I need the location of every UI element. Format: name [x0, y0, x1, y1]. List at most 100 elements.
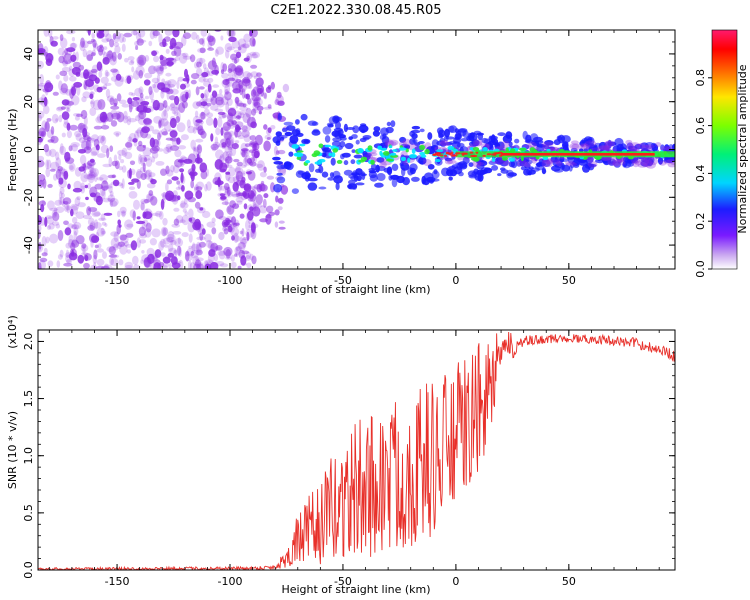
noise-blob	[199, 162, 208, 173]
noise-blob	[132, 255, 139, 265]
noise-blob	[66, 107, 71, 113]
noise-blob	[187, 89, 192, 99]
noise-blob	[101, 135, 106, 142]
noise-blob	[250, 89, 257, 97]
noise-blob	[246, 72, 253, 80]
noise-blob	[120, 210, 127, 216]
signal-blob	[414, 142, 421, 147]
noise-blob	[73, 230, 78, 240]
noise-blob	[132, 138, 138, 143]
signal-core-blob	[314, 161, 323, 165]
noise-blob	[229, 191, 238, 196]
noise-blob	[103, 212, 113, 216]
noise-blob	[276, 91, 282, 99]
noise-blob	[203, 108, 210, 116]
noise-blob	[232, 81, 241, 91]
noise-blob	[59, 34, 64, 42]
signal-peak-blob	[470, 154, 476, 158]
noise-blob	[54, 199, 62, 206]
signal-core-blob	[501, 156, 508, 161]
signal-core-blob	[420, 154, 427, 158]
noise-blob	[161, 131, 169, 136]
noise-blob	[137, 39, 147, 43]
noise-blob	[259, 171, 267, 178]
signal-core-blob	[383, 151, 390, 156]
noise-blob	[46, 129, 54, 139]
noise-blob	[245, 251, 251, 260]
y-tick-label: 40	[22, 47, 35, 61]
noise-blob	[65, 204, 72, 211]
noise-blob	[277, 100, 285, 106]
noise-blob	[164, 255, 172, 260]
noise-blob	[256, 204, 263, 208]
noise-blob	[168, 247, 178, 254]
signal-core-blob	[291, 144, 299, 149]
signal-blob	[386, 121, 391, 127]
noise-blob	[86, 173, 96, 181]
signal-blob	[272, 156, 281, 161]
signal-core-blob	[370, 159, 375, 165]
noise-blob	[70, 142, 80, 148]
noise-blob	[43, 46, 49, 56]
signal-halo	[639, 157, 649, 166]
signal-blob	[273, 161, 284, 165]
noise-blob	[142, 211, 147, 219]
noise-blob	[66, 106, 70, 112]
noise-blob	[159, 262, 165, 267]
noise-blob	[167, 79, 177, 88]
noise-blob	[187, 92, 191, 99]
noise-blob	[168, 262, 172, 269]
noise-blob	[263, 92, 268, 100]
noise-blob	[207, 60, 217, 71]
signal-peak-blob	[450, 154, 456, 157]
noise-blob	[228, 167, 236, 177]
noise-blob	[132, 210, 136, 221]
noise-blob	[174, 41, 184, 50]
x-tick-label: -100	[218, 274, 243, 287]
signal-halo	[632, 160, 640, 168]
noise-blob	[115, 132, 120, 138]
x-tick-label: -50	[334, 274, 352, 287]
signal-blob	[497, 132, 506, 137]
noise-blob	[122, 115, 129, 124]
noise-blob	[91, 210, 101, 218]
signal-core-blob	[296, 156, 302, 160]
noise-blob	[231, 235, 235, 241]
signal-blob	[476, 132, 485, 136]
y-tick-label: 2.0	[22, 333, 35, 351]
noise-blob	[208, 249, 216, 257]
noise-blob	[74, 197, 81, 207]
signal-halo	[634, 160, 643, 166]
noise-blob	[199, 57, 203, 67]
noise-blob	[59, 187, 65, 195]
signal-halo	[643, 144, 655, 149]
noise-blob	[68, 162, 76, 172]
noise-blob	[210, 94, 215, 101]
noise-blob	[102, 251, 107, 259]
noise-blob	[60, 37, 68, 49]
colorbar: 0.0 0.2 0.4 0.6 0.8 Normalized spectral ampl…	[694, 29, 749, 278]
noise-blob	[47, 216, 54, 225]
noise-blob	[227, 176, 236, 184]
noise-blob	[224, 89, 229, 95]
noise-blob	[113, 243, 119, 251]
noise-blob	[144, 55, 150, 62]
signal-blob	[644, 142, 655, 150]
noise-blob	[192, 146, 196, 152]
signal-blob	[358, 173, 367, 177]
noise-blob	[65, 88, 72, 96]
noise-blob	[79, 154, 87, 165]
noise-blob	[165, 57, 175, 61]
signal-blob	[640, 160, 651, 167]
noise-blob	[88, 207, 98, 212]
noise-blob	[69, 76, 77, 82]
noise-blob	[242, 157, 248, 167]
noise-blob	[172, 30, 180, 38]
noise-blob	[161, 262, 170, 268]
noise-blob	[124, 240, 129, 247]
signal-blob	[525, 134, 532, 143]
noise-blob	[64, 47, 68, 55]
noise-blob	[256, 105, 264, 111]
noise-blob	[227, 108, 237, 117]
signal-peak-blob	[432, 153, 437, 156]
